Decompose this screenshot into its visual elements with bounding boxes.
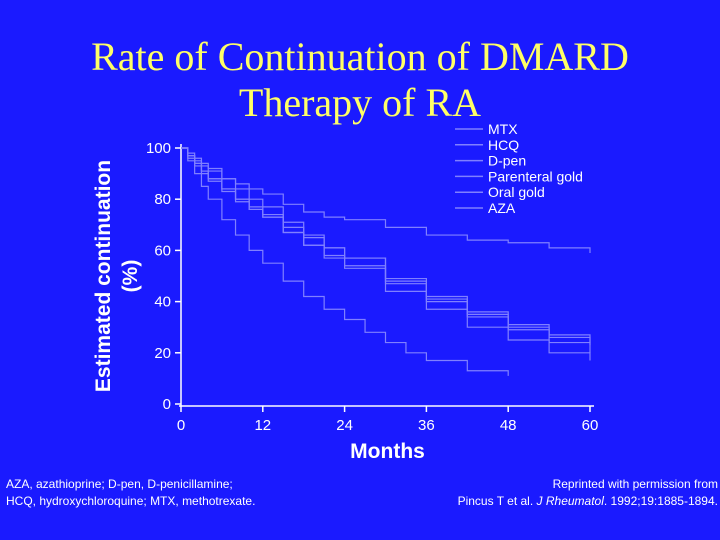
citation-details: . 1992;19:1885-1894. bbox=[603, 494, 718, 508]
citation-line2: Pincus T et al. J Rheumatol. 1992;19:188… bbox=[458, 493, 718, 510]
legend-label: MTX bbox=[488, 121, 518, 137]
y-tick-label: 20 bbox=[154, 345, 171, 362]
citation-line1: Reprinted with permission from bbox=[552, 477, 718, 491]
x-axis-label: Months bbox=[350, 440, 425, 463]
legend-label: D-pen bbox=[488, 153, 526, 169]
legend-label: AZA bbox=[488, 200, 516, 216]
y-tick-label: 40 bbox=[154, 294, 171, 311]
slide-title-line2: Therapy of RA bbox=[238, 80, 482, 125]
x-tick-label: 12 bbox=[254, 417, 271, 434]
y-tick-label: 0 bbox=[163, 396, 171, 413]
y-tick-label: 60 bbox=[154, 242, 171, 259]
x-tick-label: 36 bbox=[418, 417, 435, 434]
series-line-aza bbox=[181, 147, 591, 343]
slide-title-line1: Rate of Continuation of DMARD bbox=[91, 34, 629, 79]
series-line-mtx bbox=[181, 147, 591, 253]
legend-label: Oral gold bbox=[488, 184, 545, 200]
x-tick-label: 60 bbox=[582, 417, 599, 434]
y-tick-label: 100 bbox=[146, 140, 171, 157]
citation-note: Reprinted with permission from Pincus T … bbox=[458, 476, 718, 510]
x-tick-label: 48 bbox=[500, 417, 517, 434]
y-axis-label-unit: (%) bbox=[119, 260, 142, 293]
abbreviations-note: AZA, azathioprine; D-pen, D-penicillamin… bbox=[6, 476, 255, 510]
legend-label: Parenteral gold bbox=[488, 168, 583, 184]
series-line-oral-gold bbox=[181, 147, 509, 376]
y-axis-label: Estimated continuation bbox=[92, 160, 115, 392]
abbreviations-line1: AZA, azathioprine; D-pen, D-penicillamin… bbox=[6, 477, 233, 491]
legend-label: HCQ bbox=[488, 137, 519, 153]
slide-title: Rate of Continuation of DMARD Therapy of… bbox=[0, 34, 720, 126]
abbreviations-line2: HCQ, hydroxychloroquine; MTX, methotrexa… bbox=[6, 494, 256, 508]
x-tick-label: 24 bbox=[336, 417, 353, 434]
x-tick-label: 0 bbox=[177, 417, 185, 434]
y-tick-label: 80 bbox=[154, 191, 171, 208]
citation-journal: J Rheumatol bbox=[536, 494, 604, 508]
citation-authors: Pincus T et al. bbox=[457, 494, 537, 508]
